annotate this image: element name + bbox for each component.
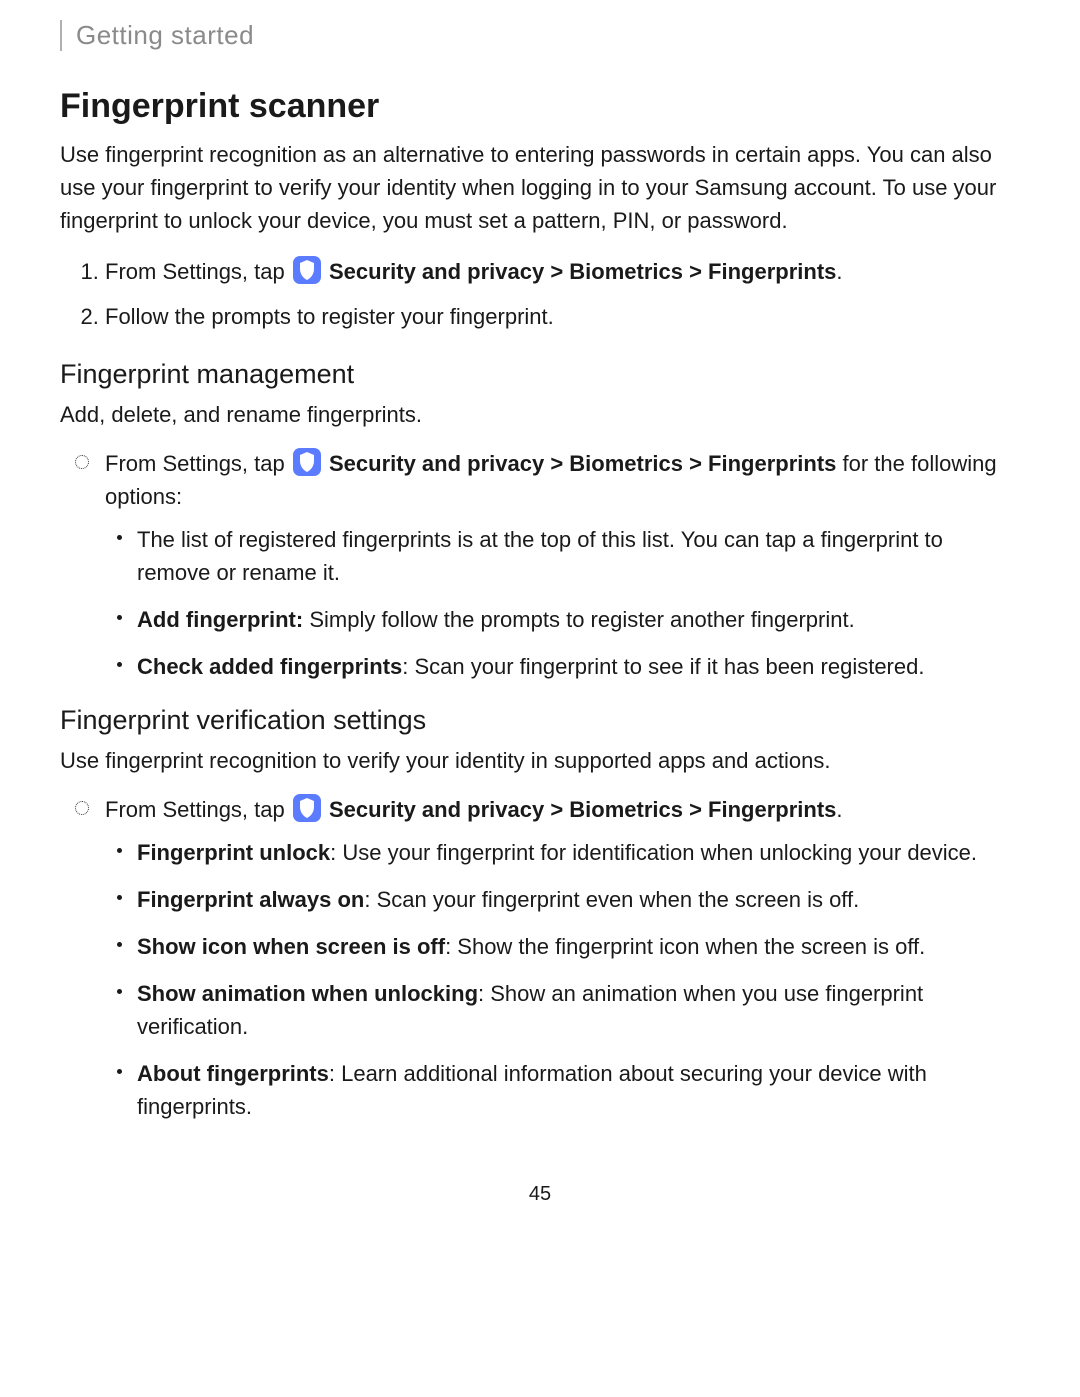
breadcrumb-wrap: Getting started <box>60 20 1020 51</box>
shield-icon <box>293 794 321 822</box>
step-1-nav-path: Security and privacy > Biometrics > Fing… <box>329 259 836 284</box>
verify-opt-2: Fingerprint always on: Scan your fingerp… <box>137 883 1020 916</box>
page-title: Fingerprint scanner <box>60 87 1020 126</box>
verify-opt-4: Show animation when unlocking: Show an a… <box>137 977 1020 1043</box>
setup-steps: From Settings, tap Security and privacy … <box>60 255 1020 333</box>
shield-icon <box>293 256 321 284</box>
mgmt-lead-prefix: From Settings, tap <box>105 451 285 476</box>
mgmt-opt-3-label: Check added fingerprints <box>137 654 402 679</box>
verify-opt-4-label: Show animation when unlocking <box>137 981 478 1006</box>
mgmt-opt-2-text: Simply follow the prompts to register an… <box>303 607 854 632</box>
step-2: Follow the prompts to register your fing… <box>105 300 1020 333</box>
verify-opt-2-text: : Scan your fingerprint even when the sc… <box>364 887 859 912</box>
verify-lead: From Settings, tap Security and privacy … <box>105 793 1020 1123</box>
verify-intro: Use fingerprint recognition to verify yo… <box>60 744 1020 777</box>
verify-opt-2-label: Fingerprint always on <box>137 887 364 912</box>
mgmt-options: The list of registered fingerprints is a… <box>105 523 1020 683</box>
mgmt-nav-path: Security and privacy > Biometrics > Fing… <box>329 451 836 476</box>
step-1-prefix: From Settings, tap <box>105 259 285 284</box>
intro-paragraph: Use fingerprint recognition as an altern… <box>60 138 1020 237</box>
step-1: From Settings, tap Security and privacy … <box>105 255 1020 288</box>
verify-opt-3-label: Show icon when screen is off <box>137 934 445 959</box>
verify-lead-prefix: From Settings, tap <box>105 797 285 822</box>
verify-nav-path: Security and privacy > Biometrics > Fing… <box>329 797 836 822</box>
mgmt-opt-2: Add fingerprint: Simply follow the promp… <box>137 603 1020 636</box>
mgmt-opt-3-text: : Scan your fingerprint to see if it has… <box>402 654 924 679</box>
verify-heading: Fingerprint verification settings <box>60 705 1020 736</box>
verify-lead-list: From Settings, tap Security and privacy … <box>60 793 1020 1123</box>
breadcrumb: Getting started <box>76 20 1020 51</box>
mgmt-intro: Add, delete, and rename fingerprints. <box>60 398 1020 431</box>
page-number: 45 <box>60 1183 1020 1206</box>
verify-opt-3-text: : Show the fingerprint icon when the scr… <box>445 934 925 959</box>
step-1-suffix: . <box>836 259 842 284</box>
shield-icon <box>293 448 321 476</box>
verify-opt-1: Fingerprint unlock: Use your fingerprint… <box>137 836 1020 869</box>
mgmt-opt-1: The list of registered fingerprints is a… <box>137 523 1020 589</box>
verify-opt-5: About fingerprints: Learn additional inf… <box>137 1057 1020 1123</box>
verify-opt-3: Show icon when screen is off: Show the f… <box>137 930 1020 963</box>
page-container: Getting started Fingerprint scanner Use … <box>0 0 1080 1246</box>
verify-options: Fingerprint unlock: Use your fingerprint… <box>105 836 1020 1123</box>
verify-opt-1-label: Fingerprint unlock <box>137 840 330 865</box>
mgmt-heading: Fingerprint management <box>60 359 1020 390</box>
verify-opt-1-text: : Use your fingerprint for identificatio… <box>330 840 977 865</box>
mgmt-opt-2-label: Add fingerprint: <box>137 607 303 632</box>
mgmt-opt-3: Check added fingerprints: Scan your fing… <box>137 650 1020 683</box>
verify-lead-suffix: . <box>836 797 842 822</box>
mgmt-lead: From Settings, tap Security and privacy … <box>105 447 1020 683</box>
verify-opt-5-label: About fingerprints <box>137 1061 329 1086</box>
mgmt-lead-list: From Settings, tap Security and privacy … <box>60 447 1020 683</box>
